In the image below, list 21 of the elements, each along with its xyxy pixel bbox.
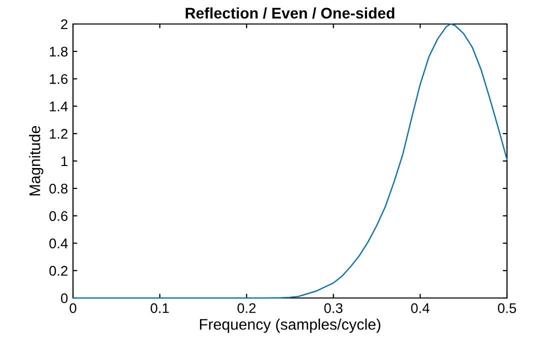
x-tick-label: 0.5 <box>498 303 516 314</box>
x-axis-title: Frequency (samples/cycle) <box>200 318 380 333</box>
y-tick-label: 1.2 <box>50 128 68 139</box>
y-tick-label: 0 <box>60 293 68 304</box>
x-tick-label: 0.3 <box>324 303 342 314</box>
x-tick-label: 0.1 <box>150 303 169 314</box>
chart-title: Reflection / Even / One-sided <box>186 7 394 19</box>
y-tick-label: 1 <box>61 156 68 166</box>
y-tick-label: 1.6 <box>50 74 68 84</box>
y-axis-title: Magnitude <box>29 126 44 196</box>
y-tick-label: 1.8 <box>50 46 68 57</box>
x-tick-label: 0.4 <box>411 303 430 314</box>
x-tick-label: 0 <box>70 303 76 314</box>
y-tick-label: 0.6 <box>49 211 68 221</box>
y-tick-label: 0.2 <box>49 266 68 276</box>
y-tick-label: 1.4 <box>50 102 68 112</box>
x-tick-label: 0.2 <box>237 303 256 314</box>
y-tick-label: 0.8 <box>49 184 68 194</box>
line-series <box>72 23 508 299</box>
y-tick-label: 0.4 <box>49 238 68 248</box>
y-tick-label: 2 <box>61 19 68 30</box>
